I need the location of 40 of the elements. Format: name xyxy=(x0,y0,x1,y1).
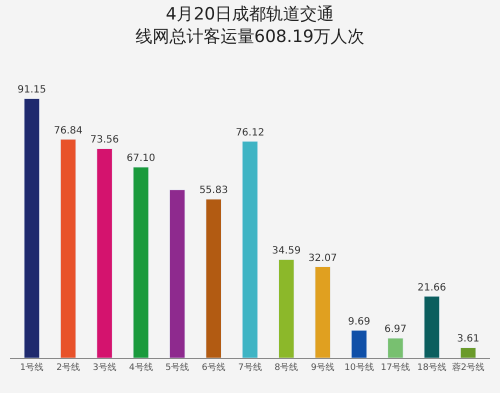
data-label: 34.59 xyxy=(272,246,301,257)
bar xyxy=(388,338,404,358)
data-label: 21.66 xyxy=(417,282,446,294)
data-label: 6.97 xyxy=(384,324,407,336)
x-tick-label: 8号线 xyxy=(274,362,298,373)
data-label: 91.15 xyxy=(17,84,46,96)
x-tick-label: 4号线 xyxy=(129,362,153,373)
bar xyxy=(242,141,258,358)
data-label: 55.83 xyxy=(199,185,228,196)
data-label: 67.10 xyxy=(126,153,156,164)
bar xyxy=(60,139,76,358)
x-tick-label: 蓉2号线 xyxy=(452,362,485,373)
x-tick-label: 3号线 xyxy=(92,362,116,373)
bar xyxy=(169,190,186,358)
bar xyxy=(460,347,476,358)
bar xyxy=(96,148,112,358)
x-tick-label: 9号线 xyxy=(310,362,335,373)
data-label: 76.84 xyxy=(54,125,83,136)
bar xyxy=(24,98,40,358)
chart-subtitle: 线网总计客运量608.19万人次 xyxy=(135,26,365,47)
data-label: 3.61 xyxy=(457,334,480,345)
bar xyxy=(278,259,294,358)
bar xyxy=(314,266,331,358)
data-label: 32.07 xyxy=(308,252,338,264)
bar xyxy=(206,198,222,358)
x-tick-label: 7号线 xyxy=(238,362,262,373)
data-label: 73.56 xyxy=(90,134,119,146)
x-tick-label: 10号线 xyxy=(344,362,374,373)
bar xyxy=(133,166,149,358)
x-tick-label: 18号线 xyxy=(417,362,447,373)
x-tick-label: 1号线 xyxy=(20,362,44,373)
x-tick-label: 17号线 xyxy=(380,362,410,373)
x-tick-label: 2号线 xyxy=(56,362,80,373)
data-label: 9.69 xyxy=(348,316,370,328)
x-tick-label: 6号线 xyxy=(202,362,226,373)
chart-title: 4月20日成都轨道交通 xyxy=(166,4,334,25)
data-label: 76.12 xyxy=(236,127,264,138)
x-tick-label: 5号线 xyxy=(165,362,190,373)
bar xyxy=(351,330,367,358)
bar xyxy=(424,296,440,358)
